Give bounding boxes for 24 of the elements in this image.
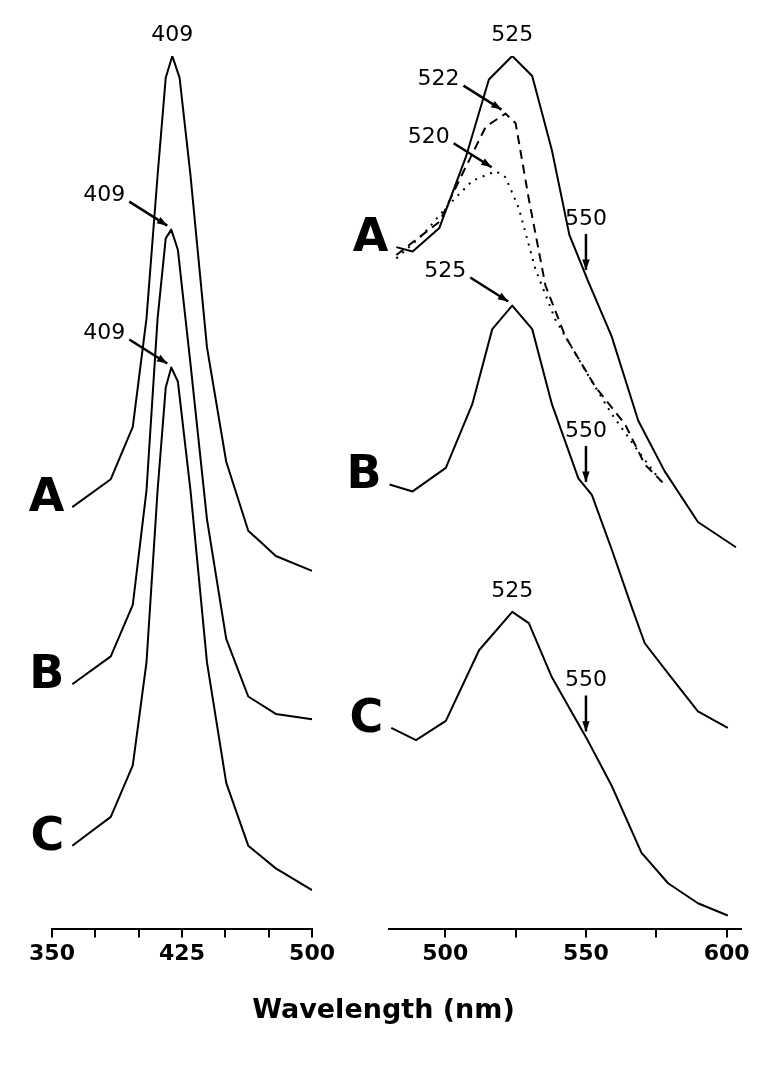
x-tick-label: 500: [422, 939, 469, 965]
annotation: 409: [151, 20, 194, 46]
x-tick-label: 550: [562, 939, 609, 965]
annotation: 550: [564, 666, 607, 692]
x-axis-title: Wavelength (nm): [251, 993, 516, 1024]
annotation: 520: [407, 122, 450, 148]
x-tick-label: 500: [289, 939, 336, 965]
annotation: 409: [83, 319, 126, 345]
annotation: 525: [491, 576, 534, 602]
annotation: 550: [564, 204, 607, 230]
annotation: 550: [564, 416, 607, 442]
series-label: B: [346, 445, 382, 500]
series-label: B: [29, 645, 65, 700]
x-tick-label: 425: [159, 939, 205, 965]
series-label: A: [352, 208, 389, 263]
series-label: C: [30, 806, 65, 861]
annotation: 525: [491, 20, 534, 46]
series-label: A: [28, 468, 65, 523]
x-tick-label: 600: [703, 939, 750, 965]
x-tick-label: 350: [29, 939, 75, 965]
annotation: 522: [417, 65, 460, 91]
series-label: C: [349, 688, 384, 743]
annotation: 409: [83, 181, 126, 207]
annotation: 525: [424, 257, 467, 283]
